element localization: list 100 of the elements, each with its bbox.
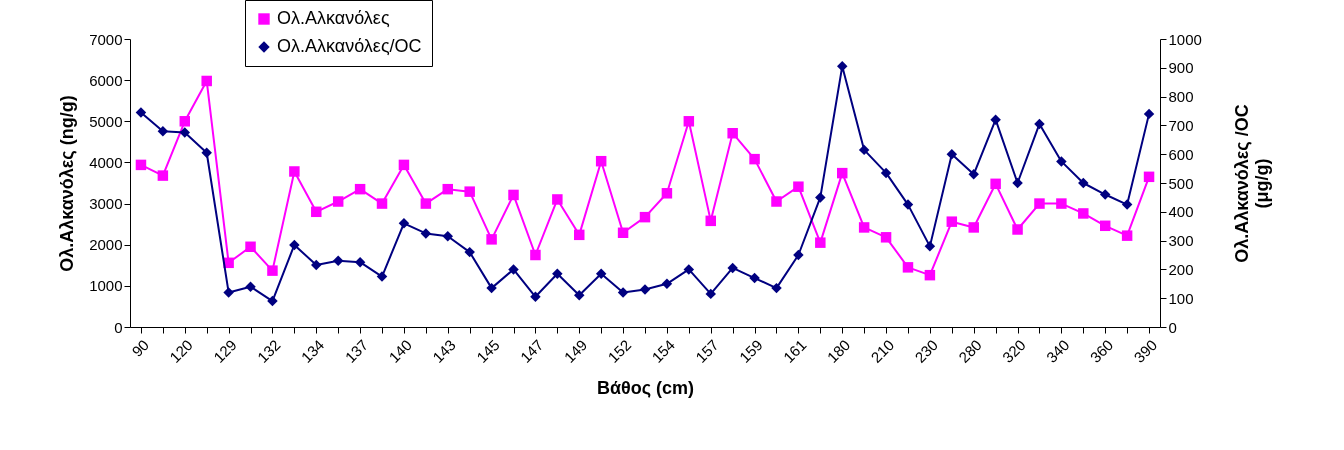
point — [354, 256, 366, 268]
point — [552, 268, 563, 279]
point — [990, 178, 1001, 190]
point — [924, 269, 936, 281]
point — [552, 194, 563, 205]
y2-tick-label: 300 — [1168, 232, 1194, 250]
x-tick-label: 180 — [823, 336, 854, 366]
point — [1121, 230, 1133, 241]
x-tick-label: 132 — [253, 336, 284, 366]
point — [661, 278, 673, 290]
point — [245, 241, 256, 253]
x-tick-label: 137 — [341, 336, 372, 366]
point — [902, 262, 914, 273]
x-axis-title: Βάθος (cm) — [596, 377, 695, 398]
x-tick-label: 210 — [867, 336, 898, 366]
y2-tick-label: 1000 — [1168, 30, 1202, 48]
y2-tick-label: 800 — [1168, 88, 1194, 106]
point — [595, 268, 607, 279]
point — [968, 169, 979, 180]
y2-tick-label: 600 — [1168, 145, 1194, 163]
point — [398, 218, 410, 229]
x-tick-label: 154 — [648, 336, 679, 366]
point — [179, 127, 191, 138]
x-tick-label: 320 — [998, 336, 1029, 366]
point — [793, 181, 804, 192]
point — [135, 107, 147, 118]
point — [1078, 208, 1089, 219]
point — [574, 290, 585, 301]
y-tick-label: 2000 — [89, 236, 123, 254]
point — [1034, 118, 1045, 130]
point — [639, 211, 651, 223]
point — [464, 246, 475, 258]
point — [157, 170, 169, 181]
point — [179, 116, 191, 127]
point — [880, 232, 892, 243]
point — [749, 272, 760, 284]
point — [486, 282, 497, 294]
point — [924, 241, 936, 252]
point — [815, 237, 826, 248]
point — [990, 114, 1001, 125]
point — [201, 75, 212, 87]
point — [267, 295, 278, 307]
point — [595, 155, 607, 167]
point — [858, 144, 870, 156]
y2-axis-title: Ολ.Αλκανόλες /OC (μg/g) — [1231, 104, 1272, 263]
point — [420, 198, 432, 209]
point — [376, 271, 388, 282]
point — [135, 159, 147, 171]
y-tick-label: 3000 — [89, 195, 123, 213]
point — [1034, 198, 1045, 209]
point — [398, 159, 410, 171]
point — [946, 148, 958, 160]
y-tick-label: 7000 — [89, 30, 123, 48]
point — [464, 186, 475, 197]
point — [661, 188, 673, 199]
point — [705, 215, 716, 227]
x-tick-label: 134 — [297, 336, 328, 366]
point — [836, 61, 848, 72]
x-tick-label: 360 — [1086, 336, 1117, 366]
x-tick-label: 143 — [429, 336, 459, 366]
point — [902, 199, 914, 210]
point — [332, 196, 344, 207]
x-tick-label: 147 — [516, 336, 547, 366]
point — [749, 153, 760, 165]
point — [771, 282, 782, 294]
point — [201, 147, 212, 158]
legend-label: Ολ.Αλκανόλες — [277, 8, 390, 28]
point — [683, 116, 695, 127]
point — [617, 287, 629, 298]
x-tick-label: 340 — [1042, 336, 1073, 366]
point — [311, 206, 322, 218]
y-tick-label: 4000 — [89, 153, 123, 171]
point — [836, 167, 848, 179]
point — [1056, 156, 1067, 167]
point — [332, 255, 344, 266]
point — [1056, 198, 1067, 209]
point — [1099, 220, 1111, 232]
point — [376, 198, 388, 209]
point — [683, 264, 695, 275]
x-tick-label: 280 — [955, 336, 985, 366]
point — [1012, 177, 1023, 189]
y-tick-label: 6000 — [89, 71, 123, 89]
point — [771, 196, 782, 207]
y2-tick-label: 200 — [1168, 260, 1194, 278]
point — [442, 183, 454, 195]
point — [1012, 224, 1023, 235]
x-tick-label: 161 — [779, 336, 810, 366]
y2-tick-label: 0 — [1168, 318, 1177, 336]
point — [289, 239, 300, 251]
point — [267, 265, 278, 276]
point — [705, 288, 716, 300]
point — [311, 259, 322, 271]
y2-tick-label: 900 — [1168, 59, 1194, 77]
y-tick-label: 0 — [114, 318, 123, 336]
point — [530, 249, 541, 261]
point — [1099, 189, 1111, 200]
y2-tick-label: 100 — [1168, 289, 1194, 307]
y-tick-label: 5000 — [89, 112, 123, 130]
point — [508, 189, 519, 201]
point — [815, 192, 826, 203]
